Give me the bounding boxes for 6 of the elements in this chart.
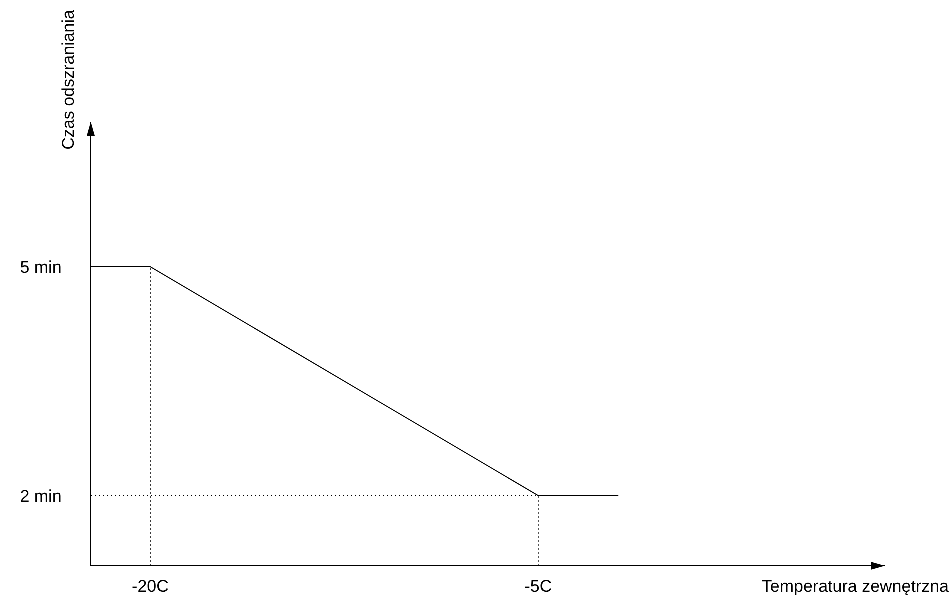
x-tick-label: -5C xyxy=(524,577,552,596)
x-tick-label: -20C xyxy=(132,577,169,596)
y-tick-label: 5 min xyxy=(20,258,62,277)
x-axis-title: Temperatura zewnętrzna xyxy=(762,577,950,596)
y-axis-title: Czas odszraniania xyxy=(59,9,78,150)
y-tick-label: 2 min xyxy=(20,486,62,506)
